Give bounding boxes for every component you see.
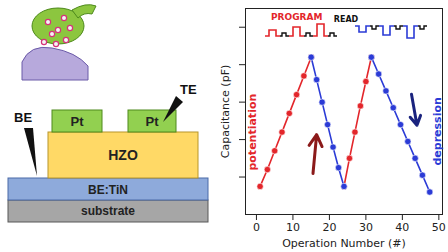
svg-text:40: 40	[395, 221, 409, 234]
svg-text:depression: depression	[431, 97, 444, 165]
svg-text:PROGRAM: PROGRAM	[271, 12, 322, 22]
svg-text:10: 10	[286, 221, 300, 234]
svg-text:30: 30	[359, 221, 373, 234]
svg-text:READ: READ	[334, 15, 359, 24]
svg-text:TE: TE	[180, 82, 197, 97]
svg-text:potentiation: potentiation	[246, 94, 259, 171]
svg-text:Pt: Pt	[71, 114, 85, 129]
svg-text:BE:TiN: BE:TiN	[88, 183, 128, 197]
svg-text:Operation Number (#): Operation Number (#)	[282, 237, 406, 250]
svg-text:HZO: HZO	[108, 147, 138, 163]
svg-text:substrate: substrate	[81, 204, 135, 218]
svg-text:0: 0	[253, 221, 260, 234]
svg-text:Pt: Pt	[146, 114, 160, 129]
svg-text:20: 20	[322, 221, 336, 234]
svg-text:50: 50	[432, 221, 446, 234]
svg-text:BE: BE	[14, 110, 32, 125]
svg-text:Capacitance (pF): Capacitance (pF)	[219, 65, 232, 158]
